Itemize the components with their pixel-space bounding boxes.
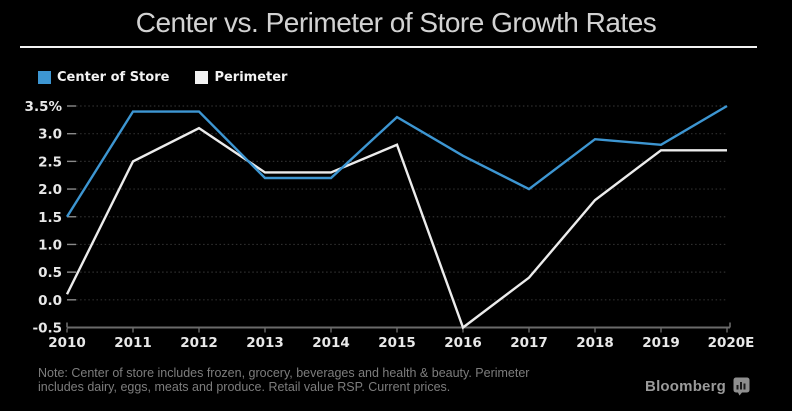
chart-legend: Center of Store Perimeter <box>38 70 287 85</box>
svg-text:2013: 2013 <box>246 335 284 351</box>
footnote-line-1: Note: Center of store includes frozen, g… <box>38 366 530 380</box>
legend-item-center-of-store: Center of Store <box>38 70 169 85</box>
svg-text:0.5: 0.5 <box>38 265 62 281</box>
bloomberg-branding: Bloomberg <box>645 377 750 396</box>
bloomberg-terminal-icon <box>733 377 750 396</box>
svg-text:2.5: 2.5 <box>38 154 62 170</box>
title-underline <box>20 46 757 48</box>
svg-text:-0.5: -0.5 <box>32 321 62 337</box>
svg-text:1.5: 1.5 <box>38 210 62 226</box>
legend-label: Center of Store <box>57 70 170 85</box>
svg-text:2011: 2011 <box>114 335 152 351</box>
page-title: Center vs. Perimeter of Store Growth Rat… <box>135 7 657 38</box>
svg-text:2010: 2010 <box>48 335 86 351</box>
legend-label: Perimeter <box>214 70 288 85</box>
svg-text:2015: 2015 <box>378 335 416 351</box>
svg-text:3.0: 3.0 <box>38 127 62 143</box>
bloomberg-wordmark: Bloomberg <box>645 378 726 395</box>
legend-swatch-white <box>195 71 209 84</box>
svg-text:2012: 2012 <box>180 335 218 351</box>
svg-text:2020E: 2020E <box>708 335 755 351</box>
legend-swatch-blue <box>38 71 51 84</box>
svg-text:0.0: 0.0 <box>38 293 62 309</box>
svg-text:2.0: 2.0 <box>38 182 62 198</box>
svg-text:2014: 2014 <box>312 335 350 351</box>
svg-text:2019: 2019 <box>642 335 680 351</box>
svg-text:2016: 2016 <box>444 335 482 351</box>
svg-text:2018: 2018 <box>576 335 614 351</box>
footnote-line-2: includes dairy, eggs, meats and produce.… <box>38 380 451 394</box>
svg-text:2017: 2017 <box>510 335 548 351</box>
svg-text:1.0: 1.0 <box>38 237 62 253</box>
legend-item-perimeter: Perimeter <box>195 70 287 85</box>
svg-text:3.5%: 3.5% <box>25 99 63 115</box>
footnote: Note: Center of store includes frozen, g… <box>38 366 529 394</box>
